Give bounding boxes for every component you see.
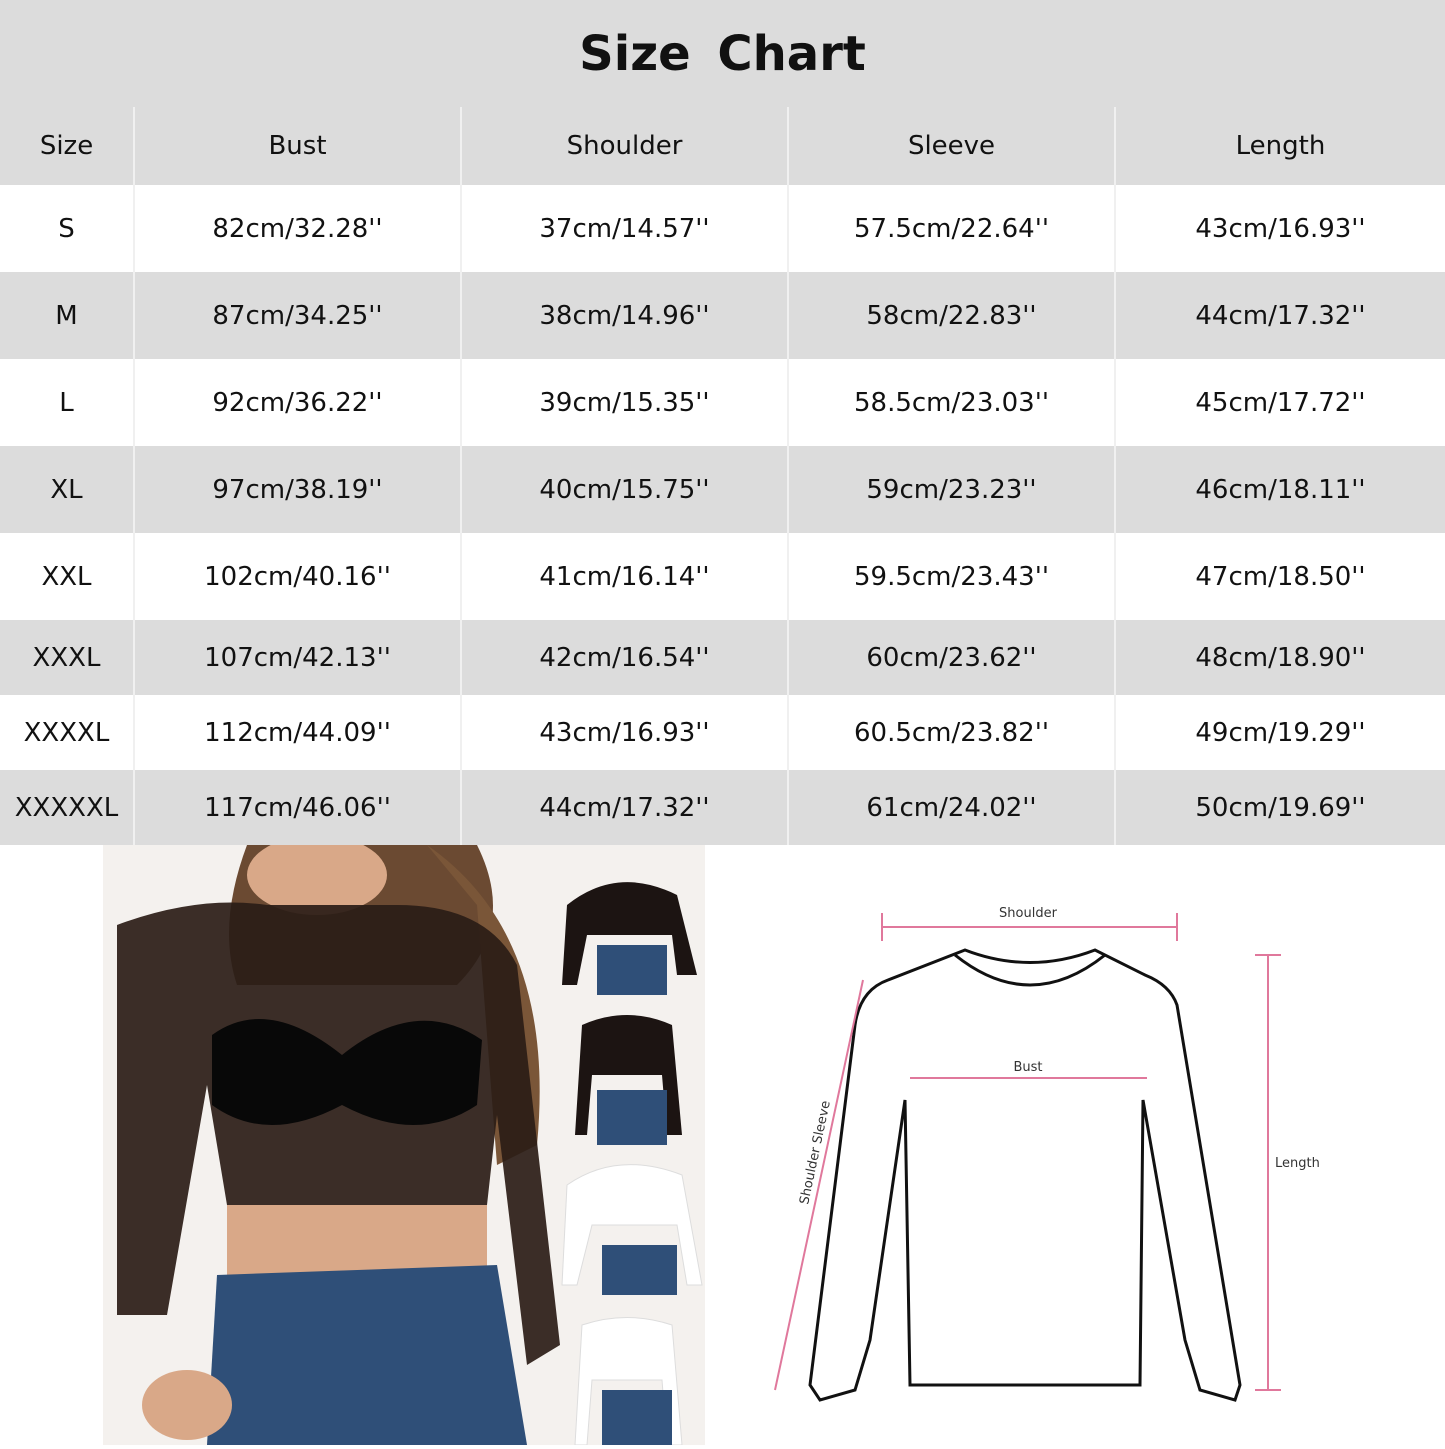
- measurement-cell: 48cm/18.90'': [1195, 642, 1366, 673]
- measurement-cell: 45cm/17.72'': [1195, 387, 1366, 418]
- table-row: XXL 102cm/40.16'' 41cm/16.14'' 59.5cm/23.43…: [0, 533, 1445, 620]
- measurement-cell: 60.5cm/23.82'': [788, 695, 1116, 770]
- measurement-cell: 37cm/14.57'': [461, 185, 789, 272]
- measurement-cell: 58cm/22.83'': [788, 272, 1116, 359]
- thumbnail-white-front: [560, 1145, 705, 1295]
- measurement-cell: 58.5cm/23.03'': [788, 359, 1116, 446]
- column-header: Length: [1235, 131, 1326, 161]
- thumbnail-white-back: [560, 1295, 705, 1446]
- size-cell: L: [0, 359, 135, 446]
- sweater-collar: [954, 953, 1106, 987]
- thumbnail-black-back: [560, 995, 705, 1145]
- table-row: S 82cm/32.28'' 37cm/14.57'' 57.5cm/22.64'' 4…: [0, 185, 1445, 272]
- table-row: M 87cm/34.25'' 38cm/14.96'' 58cm/22.83'' 44c…: [0, 272, 1445, 359]
- measurement-cell: 59.5cm/23.43'': [788, 533, 1116, 620]
- measurement-cell: 39cm/15.35'': [461, 359, 789, 446]
- column-header: Size: [0, 107, 135, 185]
- size-cell: M: [0, 272, 135, 359]
- measurement-cell: 43cm/16.93'': [1195, 213, 1366, 244]
- table-row: L 92cm/36.22'' 39cm/15.35'' 58.5cm/23.03'' 4…: [0, 359, 1445, 446]
- sleeve-arrow: [774, 979, 864, 1391]
- measurement-cell: 87cm/34.25'': [134, 272, 462, 359]
- measurement-cell: 97cm/38.19'': [134, 446, 462, 533]
- size-cell: XXXL: [0, 620, 135, 695]
- measurement-cell: 92cm/36.22'': [134, 359, 462, 446]
- bust-label: Bust: [1013, 1060, 1042, 1075]
- column-header: Sleeve: [788, 107, 1116, 185]
- measurement-cell: 41cm/16.14'': [461, 533, 789, 620]
- size-cell: XL: [0, 446, 135, 533]
- measurement-cell: 43cm/16.93'': [461, 695, 789, 770]
- measurement-cell: 60cm/23.62'': [788, 620, 1116, 695]
- table-row: XXXXL 112cm/44.09'' 43cm/16.93'' 60.5cm/23.…: [0, 695, 1445, 770]
- measurement-cell: 61cm/24.02'': [788, 770, 1116, 845]
- table-row: XXXL 107cm/42.13'' 42cm/16.54'' 60cm/23.62'…: [0, 620, 1445, 695]
- sweater-outline: [808, 948, 1242, 1402]
- product-photos: [97, 835, 705, 1446]
- measurement-cell: 49cm/19.29'': [1195, 717, 1366, 748]
- measurement-cell: 44cm/17.32'': [1195, 300, 1366, 331]
- column-header: Shoulder: [461, 107, 789, 185]
- shoulder-label: Shoulder: [999, 906, 1058, 921]
- page-title: Size Chart: [0, 0, 1445, 107]
- measurement-cell: 107cm/42.13'': [134, 620, 462, 695]
- thumbnail-black-front: [560, 845, 705, 995]
- measurement-cell: 50cm/19.69'': [1195, 792, 1366, 823]
- measurement-cell: 117cm/46.06'': [134, 770, 462, 845]
- size-cell: XXL: [0, 533, 135, 620]
- measurement-cell: 59cm/23.23'': [788, 446, 1116, 533]
- measurement-cell: 46cm/18.11'': [1195, 474, 1366, 505]
- measurement-cell: 47cm/18.50'': [1195, 561, 1366, 592]
- table-row: XL 97cm/38.19'' 40cm/15.75'' 59cm/23.23'' 46…: [0, 446, 1445, 533]
- size-cell: XXXXL: [0, 695, 135, 770]
- table-row: XXXXXL 117cm/46.06'' 44cm/17.32'' 61cm/24.0…: [0, 770, 1445, 845]
- length-label: Length: [1275, 1156, 1320, 1171]
- measurement-diagram: Shoulder Bust Length Shoulder Sleeve: [705, 845, 1445, 1445]
- main-model-photo: [103, 835, 560, 1445]
- size-cell: S: [0, 185, 135, 272]
- measurement-cell: 40cm/15.75'': [461, 446, 789, 533]
- size-chart-table: Size Bust Shoulder Sleeve Length S 82cm/32.28…: [0, 107, 1445, 845]
- table-header-row: Size Bust Shoulder Sleeve Length: [0, 107, 1445, 185]
- column-header: Bust: [134, 107, 462, 185]
- sleeve-label: Shoulder Sleeve: [797, 1099, 834, 1205]
- measurement-cell: 112cm/44.09'': [134, 695, 462, 770]
- measurement-cell: 82cm/32.28'': [134, 185, 462, 272]
- measurement-cell: 44cm/17.32'': [461, 770, 789, 845]
- size-cell: XXXXXL: [0, 770, 135, 845]
- measurement-cell: 57.5cm/22.64'': [788, 185, 1116, 272]
- measurement-cell: 38cm/14.96'': [461, 272, 789, 359]
- measurement-cell: 102cm/40.16'': [134, 533, 462, 620]
- measurement-cell: 42cm/16.54'': [461, 620, 789, 695]
